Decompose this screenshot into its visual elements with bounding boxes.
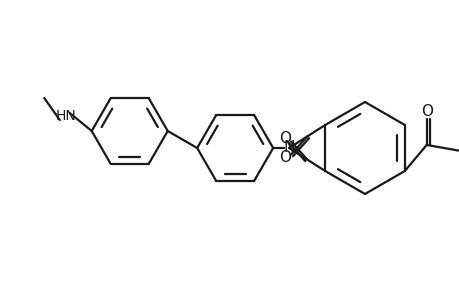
Text: N: N <box>283 140 294 155</box>
Text: O: O <box>279 131 291 146</box>
Text: O: O <box>420 104 432 119</box>
Text: O: O <box>279 150 291 165</box>
Text: HN: HN <box>55 109 76 123</box>
